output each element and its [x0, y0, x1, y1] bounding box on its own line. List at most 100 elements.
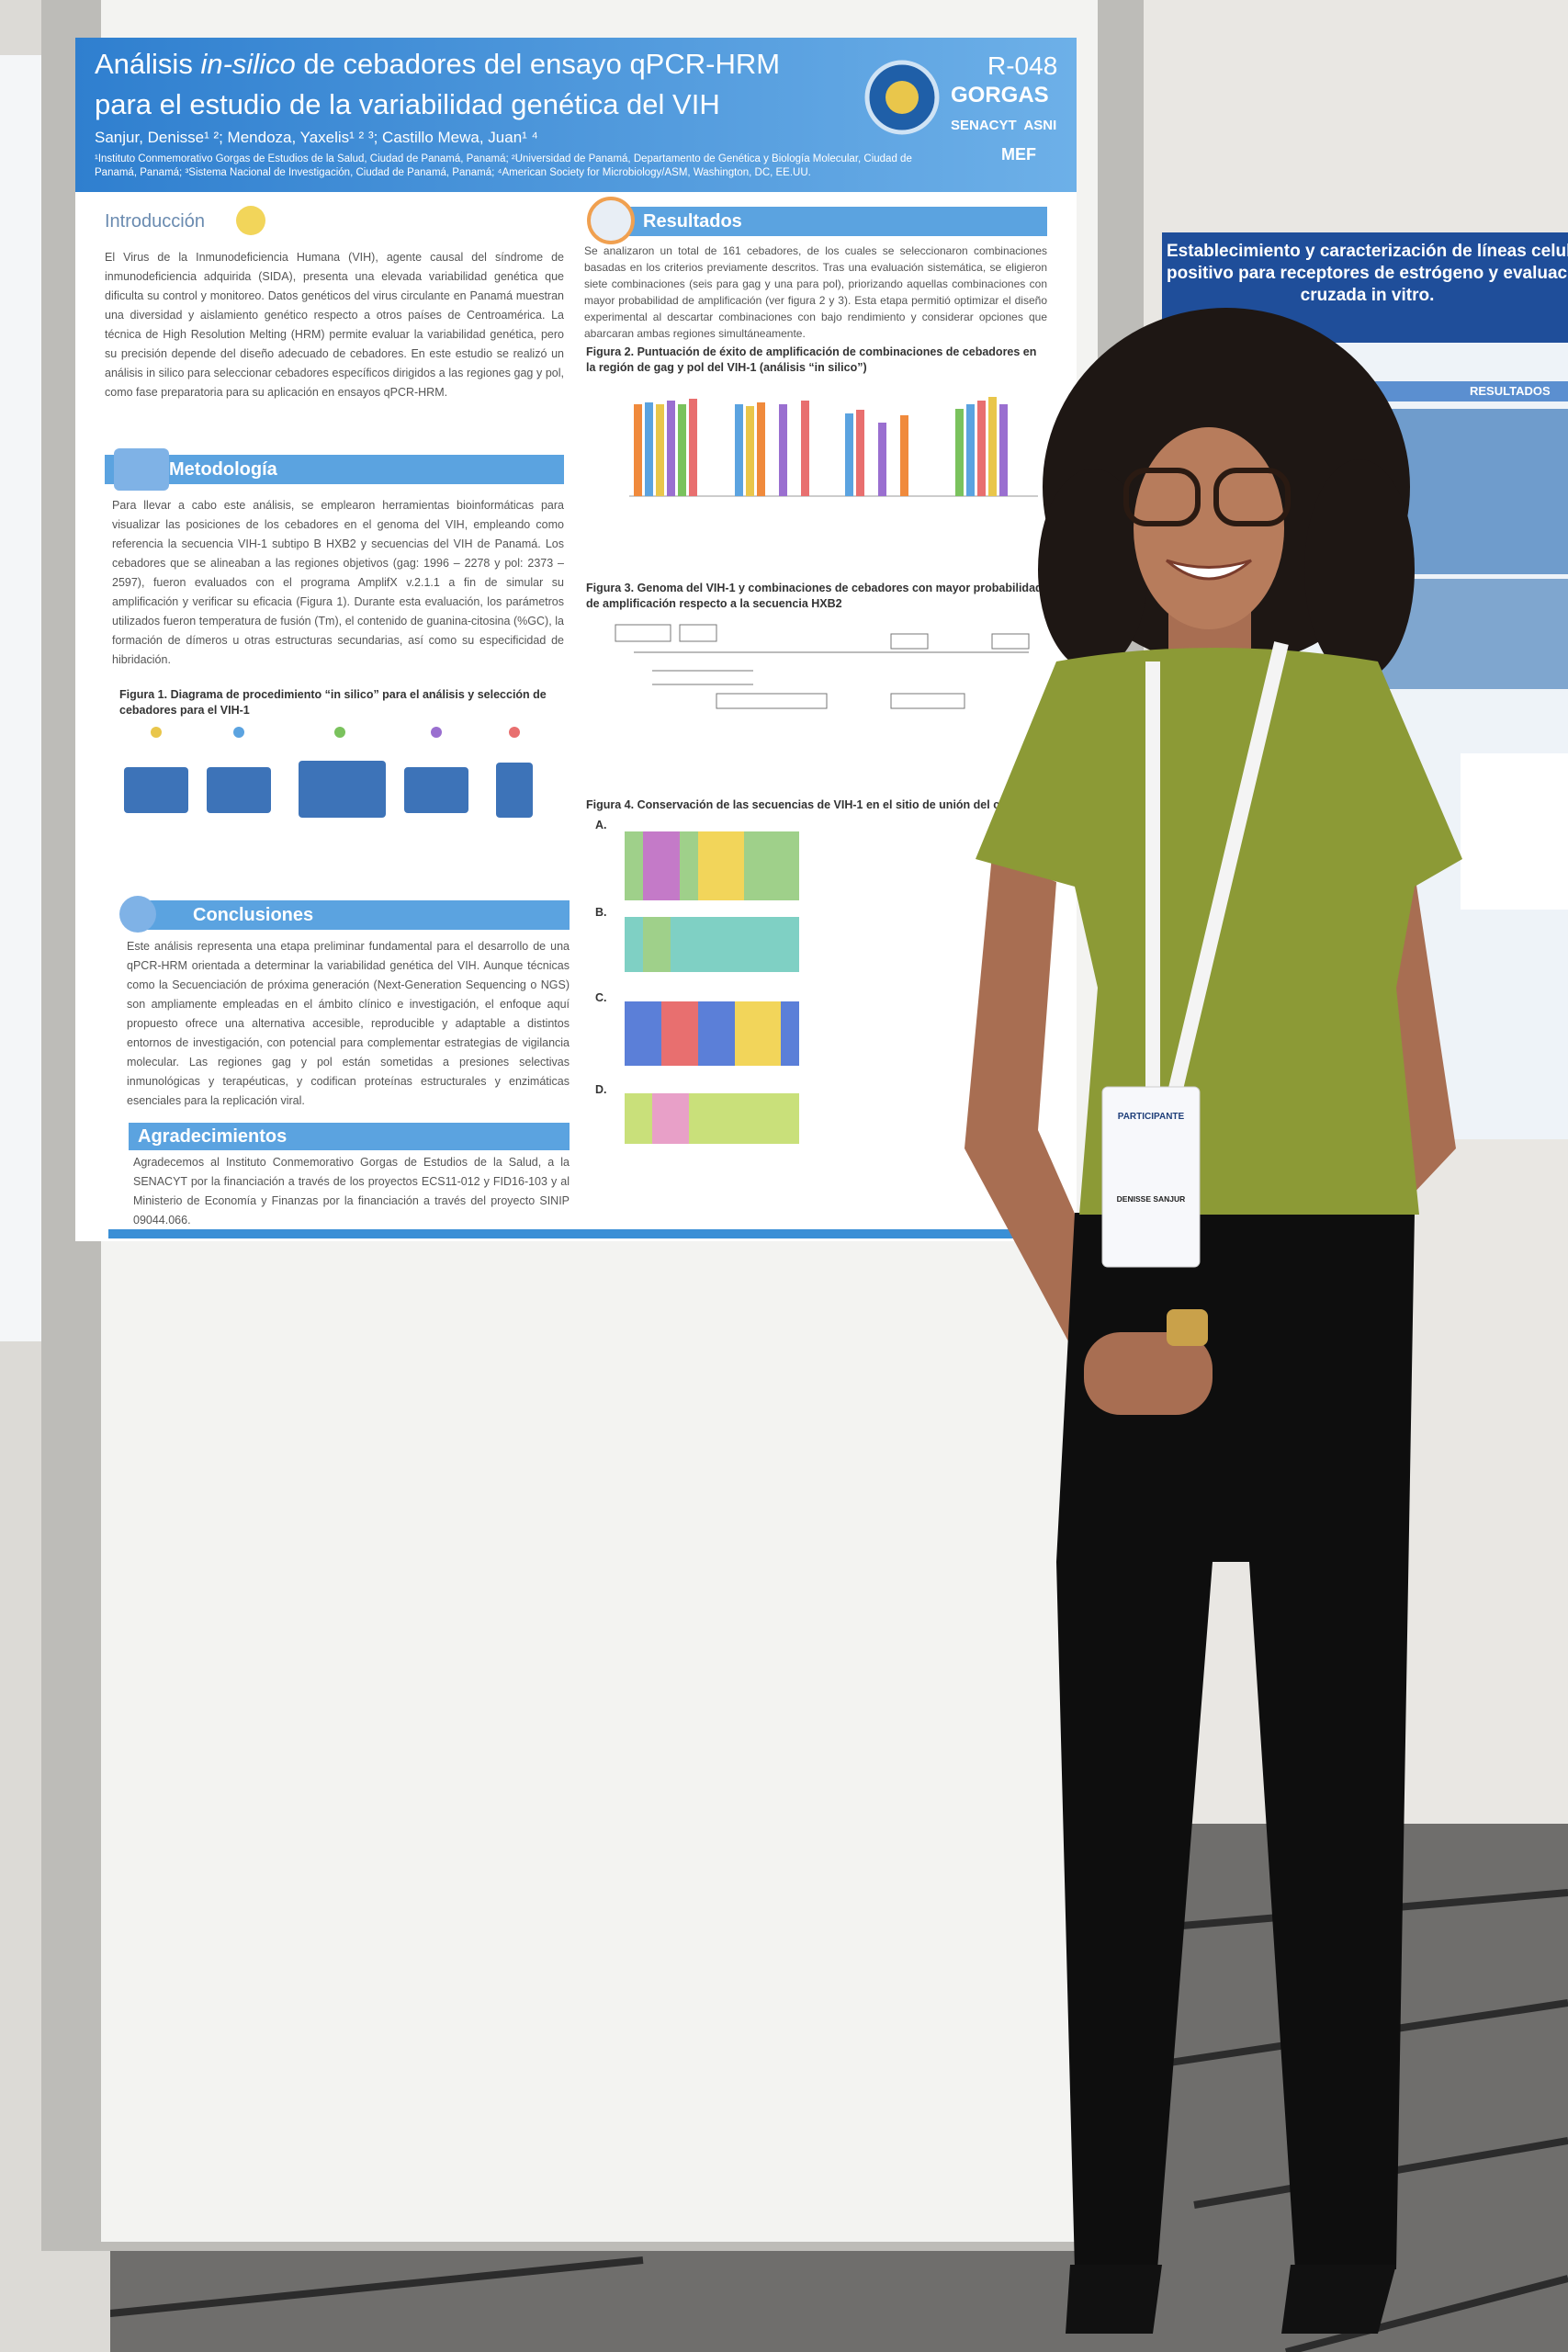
figure-4-alignments-part	[643, 831, 680, 900]
figure-2-chart-part	[977, 401, 986, 496]
section-text: Este análisis representa una etapa preli…	[127, 940, 570, 1107]
figure-2-chart-part	[634, 404, 642, 496]
figure-caption: Figura 4. Conservación de las secuencias…	[586, 798, 1038, 811]
badge-name: DENISSE SANJUR	[1116, 1194, 1186, 1204]
figure-2-chart-part	[757, 402, 765, 496]
metodologia-band	[105, 455, 564, 484]
section-text: El Virus de la Inmunodeficiencia Humana …	[105, 251, 564, 399]
figure-caption: Figura 3. Genoma del VIH-1 y combinacion…	[586, 582, 1043, 610]
figure-2-chart-part	[645, 402, 653, 496]
side-image	[1369, 579, 1568, 689]
figure-1-diagram-part	[404, 767, 468, 813]
figure-4-alignments-part	[661, 1001, 698, 1066]
figure-1-diagram-part	[431, 727, 442, 738]
section-text: Se analizaron un total de 161 cebadores,…	[584, 244, 1047, 340]
side-results-bar	[1369, 381, 1568, 401]
side-title: Establecimiento y caracterización de lín…	[1167, 241, 1568, 307]
figure-2-chart	[629, 397, 1038, 497]
figure-4-alignments-part	[625, 1093, 799, 1144]
figure-3-diagram-part	[890, 693, 965, 709]
section-heading: Agradecimientos	[138, 1126, 288, 1147]
figure-2-chart-part	[856, 410, 864, 496]
figure-2-chart-part	[999, 404, 1008, 496]
side-results: RESULTADOS	[1470, 384, 1551, 398]
figure-2-chart-part	[988, 397, 997, 496]
figure-3-diagram-part	[716, 693, 828, 709]
section-heading: Conclusiones	[193, 905, 314, 925]
figure-3-diagram-part	[615, 624, 671, 642]
figure-2-chart-part	[878, 423, 886, 496]
figure-3-diagram	[615, 624, 1030, 709]
section-heading: Resultados	[643, 211, 742, 232]
section-text: Agradecemos al Instituto Conmemorativo G…	[133, 1156, 570, 1227]
badge-role: PARTICIPANTE	[1117, 1112, 1185, 1122]
figure-1-diagram-part	[124, 767, 188, 813]
emblem-inner	[886, 81, 919, 114]
section-text: Para llevar a cabo este análisis, se emp…	[112, 499, 564, 666]
poster	[75, 38, 1077, 1241]
ministry: MEF	[1001, 145, 1036, 164]
figure-caption: Figura 2. Puntuación de éxito de amplifi…	[586, 345, 1037, 374]
figure-2-chart-part	[900, 415, 908, 496]
panel-label: C.	[595, 991, 607, 1004]
figure-2-chart-part	[689, 399, 697, 496]
side-title-line: Establecimiento y caracterización de lín…	[1167, 242, 1568, 261]
figure-2-chart-part	[801, 401, 809, 496]
figure-2-chart-part	[667, 401, 675, 496]
poster-title: Análisis in-silico de cebadores del ensa…	[95, 48, 780, 81]
agradecimientos-band	[129, 1123, 570, 1150]
icon	[236, 206, 265, 235]
figure-2-chart-part	[966, 404, 975, 496]
figure-2-chart-part	[746, 406, 754, 496]
figure-2-chart-part	[656, 404, 664, 496]
figure-4-alignments-part	[735, 1001, 781, 1066]
side-title-line: positivo para receptores de estrógeno y …	[1167, 264, 1568, 283]
side-image	[1369, 409, 1568, 574]
figure-caption: Figura 1. Diagrama de procedimiento “in …	[119, 688, 547, 717]
icon	[587, 197, 635, 244]
figure-1-diagram-part	[299, 761, 386, 818]
figure-2-chart-part	[955, 409, 964, 496]
figure-3-diagram-part	[679, 624, 717, 642]
authors: Sanjur, Denisse¹ ²; Mendoza, Yaxelis¹ ² …	[95, 129, 538, 146]
figure-1-diagram-part	[233, 727, 244, 738]
title-start: Análisis	[95, 48, 201, 80]
affiliations: ¹Instituto Conmemorativo Gorgas de Estud…	[95, 153, 912, 178]
panel-label: D.	[595, 1083, 607, 1096]
panel-label: A.	[595, 819, 607, 831]
section-heading: Introducción	[105, 211, 205, 232]
title-italic: in-silico	[200, 48, 296, 80]
figure-1-diagram	[124, 727, 533, 818]
side-title-line: cruzada in vitro.	[1300, 286, 1435, 305]
conclusiones-band	[129, 900, 570, 930]
poster-footer	[108, 1229, 1077, 1238]
icon	[114, 448, 169, 491]
figure-2-chart-part	[845, 413, 853, 496]
figure-4-alignments-part	[643, 917, 671, 972]
figure-4-alignments-part	[698, 831, 744, 900]
panel-label: B.	[595, 906, 607, 919]
side-chart	[1461, 753, 1568, 910]
figure-1-diagram-part	[509, 727, 520, 738]
figure-1-diagram-part	[334, 727, 345, 738]
sponsors: SENACYT ASNI	[951, 118, 1057, 133]
icon	[119, 896, 156, 933]
figure-1-diagram-part	[207, 767, 271, 813]
section-heading: Metodología	[169, 459, 277, 480]
figure-4-alignments-part	[652, 1093, 689, 1144]
resultados-band	[606, 207, 1047, 236]
poster-code: R-048	[987, 51, 1058, 80]
title-end: de cebadores del ensayo qPCR-HRM	[295, 48, 781, 80]
figure-2-chart-part	[678, 404, 686, 496]
figure-2-chart-part	[779, 404, 787, 496]
poster-title-line2: para el estudio de la variabilidad genét…	[95, 88, 720, 120]
figure-2-chart-part	[735, 404, 743, 496]
figure-3-diagram-part	[890, 633, 929, 650]
logo: GORGAS	[951, 83, 1049, 107]
figure-1-diagram-part	[496, 763, 533, 818]
figure-1-diagram-part	[151, 727, 162, 738]
